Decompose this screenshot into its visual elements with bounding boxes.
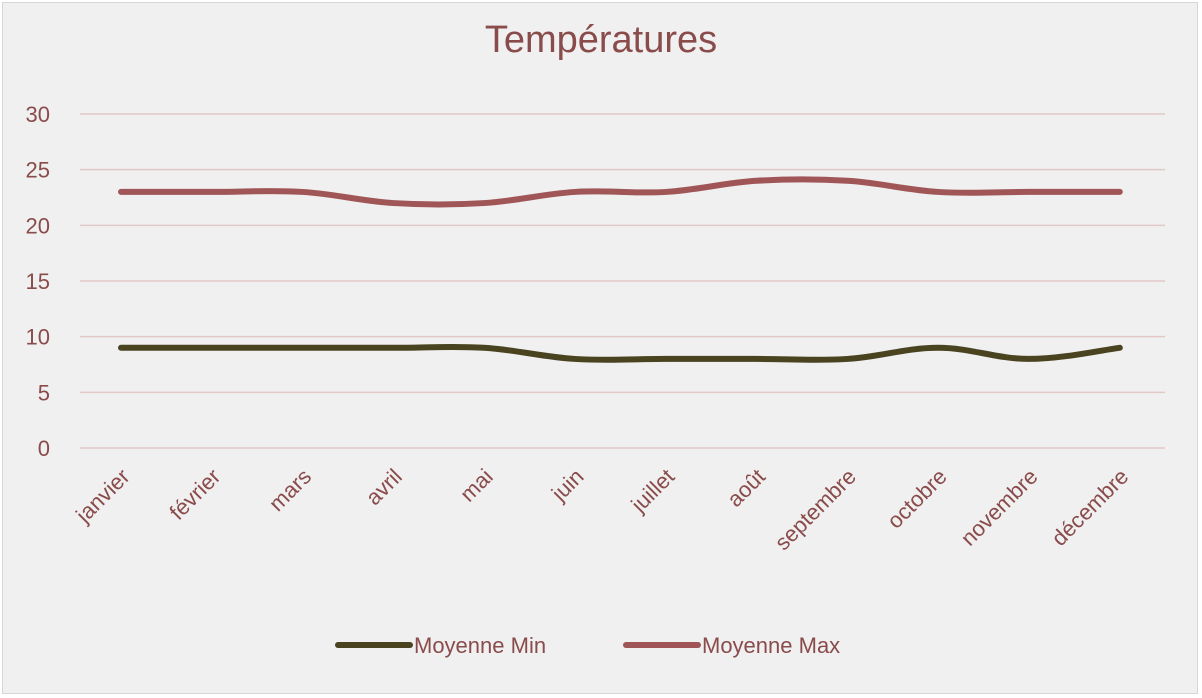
data-point: [300, 345, 306, 351]
legend: Moyenne Min Moyenne Max: [335, 633, 840, 658]
legend-label: Moyenne Min: [414, 633, 546, 658]
x-tick-label: septembre: [770, 464, 861, 555]
y-tick-label: 0: [38, 436, 50, 461]
data-point: [1026, 189, 1032, 195]
data-point: [118, 189, 124, 195]
data-point: [754, 178, 760, 184]
chart-title: Températures: [485, 19, 717, 61]
data-point: [844, 178, 850, 184]
data-point: [754, 356, 760, 362]
x-tick-label: février: [164, 464, 225, 525]
data-point: [935, 189, 941, 195]
data-point: [844, 356, 850, 362]
y-tick-label: 25: [26, 158, 50, 183]
x-tick-label: avril: [361, 464, 407, 510]
data-point: [481, 345, 487, 351]
data-point: [1117, 189, 1123, 195]
data-point: [481, 200, 487, 206]
data-point: [572, 356, 578, 362]
x-tick-label: juin: [546, 464, 589, 507]
data-point: [118, 345, 124, 351]
y-tick-label: 10: [26, 325, 50, 350]
data-point: [209, 345, 215, 351]
x-axis-ticks: janvier février mars avril mai juin juillet aoû…: [70, 464, 1133, 555]
x-tick-label: janvier: [70, 464, 134, 528]
y-tick-label: 20: [26, 213, 50, 238]
data-point: [1117, 345, 1123, 351]
x-tick-label: octobre: [882, 464, 952, 534]
data-point: [663, 189, 669, 195]
data-point: [572, 189, 578, 195]
series-line-moyenne-max: [118, 176, 1123, 208]
data-point: [390, 200, 396, 206]
series-lines: [118, 176, 1123, 363]
x-tick-label: août: [722, 464, 770, 512]
legend-label: Moyenne Max: [702, 633, 840, 658]
data-point: [209, 189, 215, 195]
data-point: [663, 356, 669, 362]
x-tick-label: mai: [455, 464, 498, 507]
x-tick-label: mars: [264, 464, 316, 516]
y-tick-label: 5: [38, 380, 50, 405]
data-point: [935, 345, 941, 351]
y-tick-label: 15: [26, 269, 50, 294]
x-tick-label: novembre: [956, 464, 1043, 551]
x-tick-label: décembre: [1046, 464, 1133, 551]
y-tick-label: 30: [26, 102, 50, 127]
gridlines: [80, 113, 1165, 449]
series-line-moyenne-min: [118, 343, 1123, 363]
x-tick-label: juillet: [625, 464, 679, 518]
data-point: [300, 189, 306, 195]
y-axis-ticks: 0 5 10 15 20 25 30: [26, 102, 50, 461]
data-point: [390, 345, 396, 351]
data-point: [1026, 356, 1032, 362]
